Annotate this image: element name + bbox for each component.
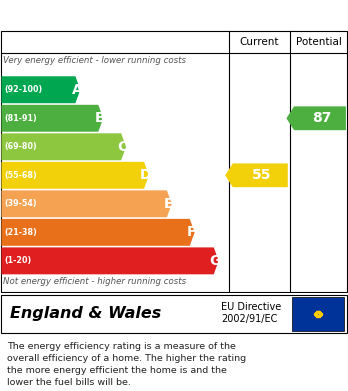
Text: G: G <box>209 254 221 268</box>
Polygon shape <box>1 219 195 246</box>
Text: B: B <box>94 111 105 125</box>
Text: England & Wales: England & Wales <box>10 306 162 321</box>
Polygon shape <box>1 248 219 274</box>
Polygon shape <box>1 76 80 103</box>
Text: (21-38): (21-38) <box>4 228 37 237</box>
Text: Current: Current <box>239 37 279 47</box>
Text: Very energy efficient - lower running costs: Very energy efficient - lower running co… <box>3 56 187 65</box>
Text: E: E <box>164 197 173 211</box>
Text: EU Directive
2002/91/EC: EU Directive 2002/91/EC <box>221 302 281 325</box>
Text: (1-20): (1-20) <box>4 256 31 265</box>
Text: C: C <box>118 140 128 154</box>
Text: Potential: Potential <box>296 37 342 47</box>
Text: F: F <box>187 225 196 239</box>
Text: Not energy efficient - higher running costs: Not energy efficient - higher running co… <box>3 277 187 286</box>
Text: (69-80): (69-80) <box>4 142 37 151</box>
Text: The energy efficiency rating is a measure of the
overall efficiency of a home. T: The energy efficiency rating is a measur… <box>7 342 246 387</box>
Text: (81-91): (81-91) <box>4 114 37 123</box>
Polygon shape <box>286 106 346 130</box>
Text: (39-54): (39-54) <box>4 199 37 208</box>
Polygon shape <box>1 162 149 189</box>
Text: D: D <box>140 168 151 182</box>
Text: (92-100): (92-100) <box>4 85 42 94</box>
Text: 55: 55 <box>252 168 272 182</box>
Text: 87: 87 <box>312 111 331 125</box>
Text: (55-68): (55-68) <box>4 171 37 180</box>
Text: Energy Efficiency Rating: Energy Efficiency Rating <box>69 7 279 22</box>
Polygon shape <box>1 105 103 132</box>
Polygon shape <box>225 163 288 187</box>
Polygon shape <box>1 190 172 217</box>
Bar <box>292 297 344 331</box>
Text: A: A <box>72 83 82 97</box>
Polygon shape <box>1 133 126 160</box>
